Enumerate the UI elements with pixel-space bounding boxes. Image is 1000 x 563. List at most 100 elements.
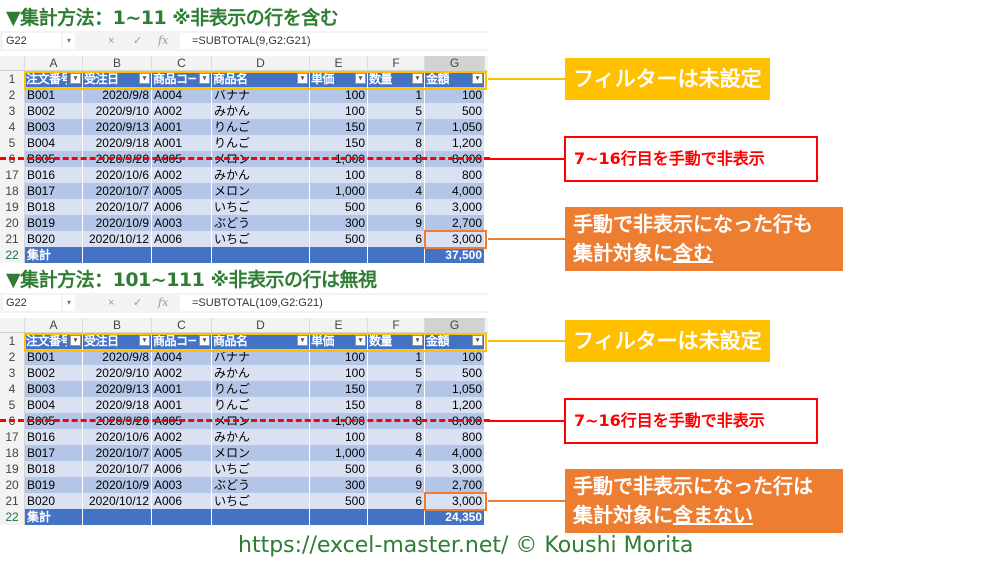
column-header-D[interactable]: D [212,56,310,70]
filter-dropdown-icon[interactable]: ▾ [412,73,423,84]
column-header-cell[interactable]: 金額 ▾ [425,333,485,349]
table-cell[interactable]: 3,000 [425,231,485,247]
select-all-corner[interactable] [0,56,25,70]
table-cell[interactable]: B019 [25,477,83,493]
name-box[interactable]: G22 [3,295,61,311]
table-cell[interactable]: 150 [310,381,368,397]
filter-dropdown-icon[interactable]: ▾ [297,335,308,346]
table-cell[interactable]: A001 [152,381,212,397]
table-cell[interactable]: 2020/10/9 [83,215,152,231]
filter-dropdown-icon[interactable]: ▾ [199,73,210,84]
table-cell[interactable]: B004 [25,397,83,413]
table-cell[interactable]: 5 [368,103,425,119]
total-cell[interactable] [83,247,152,263]
column-header-F[interactable]: F [368,56,425,70]
table-cell[interactable]: B002 [25,103,83,119]
table-cell[interactable]: 7 [368,119,425,135]
filter-dropdown-icon[interactable]: ▾ [139,73,150,84]
table-cell[interactable]: 300 [310,477,368,493]
table-cell[interactable]: 2020/9/10 [83,365,152,381]
column-header-cell[interactable]: 商品名 ▾ [212,333,310,349]
table-cell[interactable]: 500 [425,103,485,119]
row-number[interactable]: 20 [0,477,25,493]
column-header-G[interactable]: G [425,56,485,70]
table-cell[interactable]: A006 [152,493,212,509]
fx-icon[interactable]: fx [158,296,169,309]
column-header-A[interactable]: A [25,56,83,70]
table-cell[interactable]: B019 [25,215,83,231]
column-header-cell[interactable]: 商品名 ▾ [212,71,310,87]
table-cell[interactable]: 1,050 [425,381,485,397]
table-cell[interactable]: 3,000 [425,199,485,215]
table-cell[interactable]: 2020/10/12 [83,231,152,247]
total-cell[interactable] [310,509,368,525]
row-number[interactable]: 5 [0,397,25,413]
name-box[interactable]: G22 [3,33,61,49]
column-header-cell[interactable]: 商品コード▾ [152,333,212,349]
table-cell[interactable]: 8 [368,397,425,413]
table-cell[interactable]: A002 [152,167,212,183]
table-cell[interactable]: 7 [368,381,425,397]
filter-dropdown-icon[interactable]: ▾ [199,335,210,346]
row-number[interactable]: 22 [0,509,25,525]
table-cell[interactable]: B003 [25,119,83,135]
table-cell[interactable]: 100 [425,87,485,103]
table-cell[interactable]: メロン [212,445,310,461]
table-cell[interactable]: B020 [25,493,83,509]
table-cell[interactable]: 6 [368,493,425,509]
table-cell[interactable]: 2020/9/18 [83,397,152,413]
filter-dropdown-icon[interactable]: ▾ [139,335,150,346]
total-value-cell[interactable]: 24,350 [425,509,485,525]
table-cell[interactable]: 500 [310,493,368,509]
row-number[interactable]: 19 [0,461,25,477]
row-number[interactable]: 2 [0,349,25,365]
table-cell[interactable]: 1,050 [425,119,485,135]
table-cell[interactable]: A001 [152,135,212,151]
table-cell[interactable]: 1,000 [310,445,368,461]
table-cell[interactable]: いちご [212,493,310,509]
table-cell[interactable]: 300 [310,215,368,231]
table-cell[interactable]: バナナ [212,87,310,103]
table-cell[interactable]: A003 [152,215,212,231]
table-cell[interactable]: 1,200 [425,397,485,413]
row-number[interactable]: 1 [0,333,25,349]
table-cell[interactable]: B017 [25,183,83,199]
table-cell[interactable]: 8 [368,135,425,151]
row-number[interactable]: 20 [0,215,25,231]
row-number[interactable]: 17 [0,167,25,183]
table-cell[interactable]: 2020/10/7 [83,199,152,215]
table-cell[interactable]: 100 [425,349,485,365]
table-cell[interactable]: 100 [310,167,368,183]
row-number[interactable]: 18 [0,445,25,461]
table-cell[interactable]: 1,000 [310,183,368,199]
table-cell[interactable]: いちご [212,461,310,477]
table-cell[interactable]: みかん [212,103,310,119]
row-number[interactable]: 4 [0,119,25,135]
column-header-cell[interactable]: 商品コード▾ [152,71,212,87]
table-cell[interactable]: 1 [368,87,425,103]
column-header-C[interactable]: C [152,318,212,332]
column-header-B[interactable]: B [83,56,152,70]
table-cell[interactable]: りんご [212,119,310,135]
table-cell[interactable]: B018 [25,199,83,215]
table-cell[interactable]: 150 [310,119,368,135]
total-cell[interactable] [152,509,212,525]
select-all-corner[interactable] [0,318,25,332]
table-cell[interactable]: 4 [368,183,425,199]
column-header-B[interactable]: B [83,318,152,332]
row-number[interactable]: 3 [0,365,25,381]
row-number[interactable]: 21 [0,231,25,247]
column-header-cell[interactable]: 受注日 ▾ [83,71,152,87]
table-cell[interactable]: B016 [25,167,83,183]
table-cell[interactable]: A005 [152,445,212,461]
table-cell[interactable]: B018 [25,461,83,477]
filter-dropdown-icon[interactable]: ▾ [355,73,366,84]
table-cell[interactable]: 500 [425,365,485,381]
table-cell[interactable]: メロン [212,183,310,199]
table-cell[interactable]: 8 [368,429,425,445]
filter-dropdown-icon[interactable]: ▾ [70,335,81,346]
total-cell[interactable] [310,247,368,263]
column-header-cell[interactable]: 数量 ▾ [368,71,425,87]
formula-input[interactable]: =SUBTOTAL(109,G2:G21) [180,295,488,311]
row-number[interactable]: 1 [0,71,25,87]
